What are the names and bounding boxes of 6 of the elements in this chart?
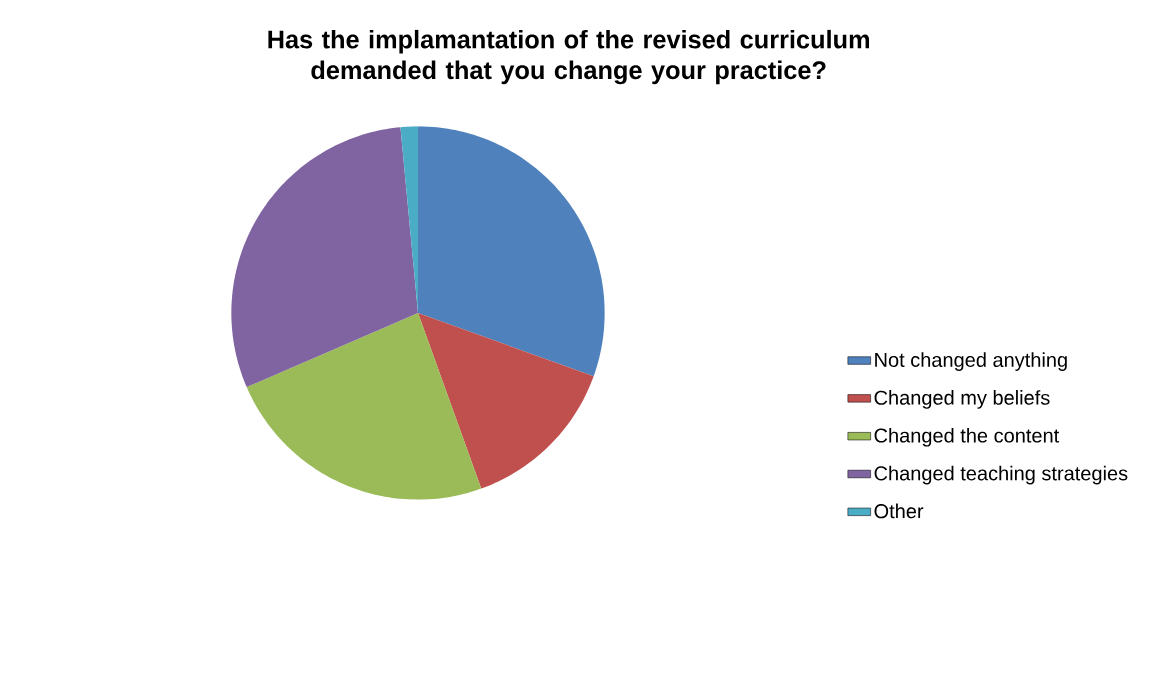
legend-label: Changed teaching strategies — [874, 465, 1128, 485]
legend-label: Not changed anything — [875, 352, 1067, 371]
chart-title: Has the implamantation of the revised curriculum demanded that you change your practice? — [268, 29, 870, 85]
legend-label: Changed the content — [874, 427, 1060, 447]
legend-label: Other — [874, 503, 924, 519]
legend-label: Changed my beliefs — [874, 390, 1050, 409]
